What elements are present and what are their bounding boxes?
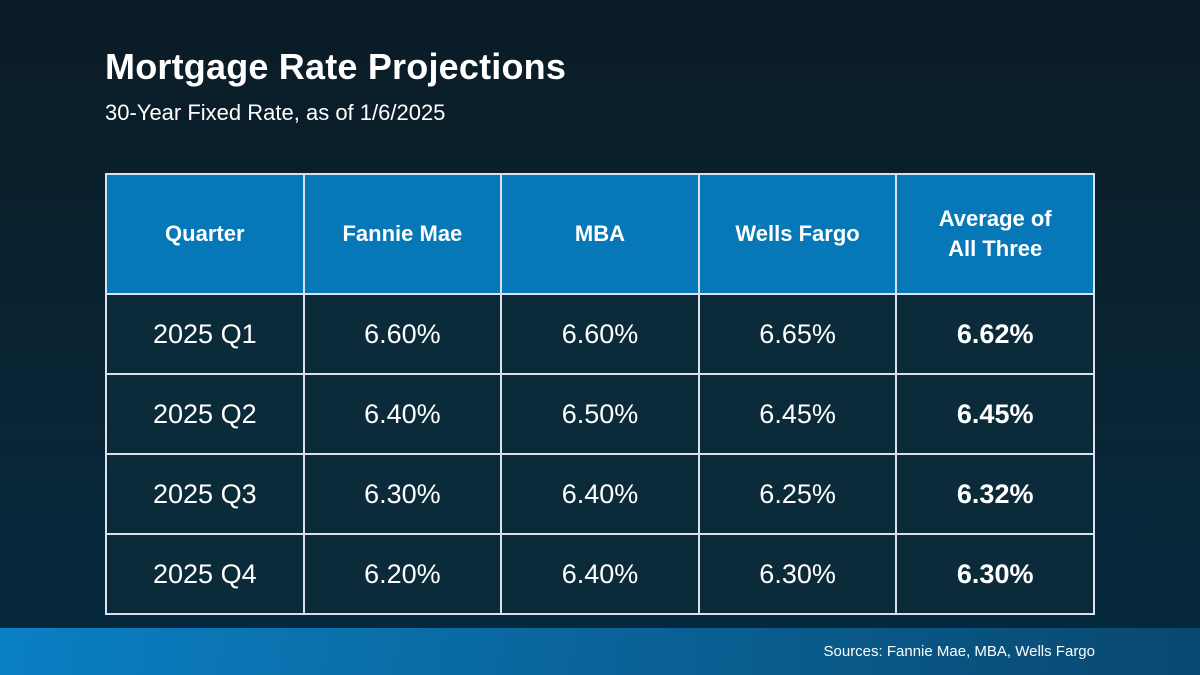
column-header-mba-label: MBA [574, 221, 626, 247]
fannie-mae-cell: 6.20% [302, 533, 503, 615]
page-title: Mortgage Rate Projections [105, 46, 567, 87]
wells-fargo-cell: 6.65% [697, 293, 898, 375]
average-cell: 6.45% [895, 373, 1095, 455]
average-cell: 6.32% [895, 453, 1095, 535]
mba-cell: 6.60% [500, 293, 700, 375]
table-row-q3: 2025 Q3 6.30% 6.40% 6.25% 6.32% [105, 453, 1095, 535]
column-header-average: Average of All Three [895, 173, 1095, 295]
table-row-q2: 2025 Q2 6.40% 6.50% 6.45% 6.45% [105, 373, 1095, 455]
column-header-quarter: Quarter [105, 173, 305, 295]
average-cell: 6.62% [895, 293, 1095, 375]
table-header: Quarter Fannie Mae MBA Wells Fargo Avera… [105, 173, 1095, 295]
mba-cell: 6.40% [500, 533, 700, 615]
header-row: Quarter Fannie Mae MBA Wells Fargo Avera… [105, 173, 1095, 295]
table-body: 2025 Q1 6.60% 6.60% 6.65% 6.62% 2025 Q2 … [105, 293, 1095, 615]
footer-bar: Sources: Fannie Mae, MBA, Wells Fargo [0, 628, 1200, 675]
mba-cell: 6.50% [500, 373, 700, 455]
projections-table: Quarter Fannie Mae MBA Wells Fargo Avera… [105, 173, 1095, 615]
sources-note: Sources: Fannie Mae, MBA, Wells Fargo [823, 643, 1096, 660]
quarter-cell: 2025 Q2 [105, 373, 305, 455]
average-cell: 6.30% [895, 533, 1095, 615]
column-header-fannie-mae: Fannie Mae [302, 173, 503, 295]
fannie-mae-cell: 6.60% [302, 293, 503, 375]
table-row-q1: 2025 Q1 6.60% 6.60% 6.65% 6.62% [105, 293, 1095, 375]
column-header-quarter-label: Quarter [165, 221, 245, 247]
page-subtitle: 30-Year Fixed Rate, as of 1/6/2025 [105, 100, 446, 125]
wells-fargo-cell: 6.45% [697, 373, 898, 455]
column-header-wells-fargo: Wells Fargo [697, 173, 898, 295]
quarter-cell: 2025 Q3 [105, 453, 305, 535]
wells-fargo-cell: 6.30% [697, 533, 898, 615]
wells-fargo-cell: 6.25% [697, 453, 898, 535]
table-row-q4: 2025 Q4 6.20% 6.40% 6.30% 6.30% [105, 533, 1095, 615]
column-header-wells-fargo-label: Wells Fargo [735, 221, 860, 247]
quarter-cell: 2025 Q4 [105, 533, 305, 615]
mba-cell: 6.40% [500, 453, 700, 535]
quarter-cell: 2025 Q1 [105, 293, 305, 375]
column-header-average-label: Average of All Three [938, 206, 1052, 261]
column-header-fannie-mae-label: Fannie Mae [342, 221, 463, 247]
column-header-mba: MBA [500, 173, 700, 295]
fannie-mae-cell: 6.30% [302, 453, 503, 535]
fannie-mae-cell: 6.40% [302, 373, 503, 455]
